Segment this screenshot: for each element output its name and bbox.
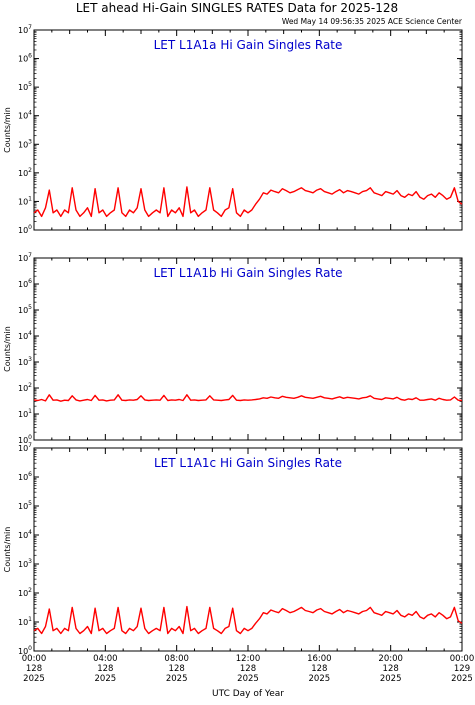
chart-panels: 100 101 102 103 104 105 106 107 LET L1A1a Hi Gai… — [3, 24, 474, 684]
y-tick-label-1-6: 106 — [18, 278, 32, 289]
y-tick-label-1-5: 105 — [18, 304, 32, 315]
x-tick-label-0-0: 00:00 — [22, 654, 47, 664]
y-tick-label-2-4: 104 — [18, 529, 32, 540]
x-tick-label-5-1: 128 — [383, 664, 399, 674]
x-tick-label-6-1: 129 — [454, 664, 470, 674]
y-tick-label-0-5: 105 — [18, 81, 32, 92]
x-tick-label-3-2: 2025 — [237, 674, 259, 684]
y-tick-label-1-4: 104 — [18, 330, 32, 341]
y-tick-label-1-1: 101 — [18, 408, 32, 419]
x-tick-label-4-2: 2025 — [309, 674, 331, 684]
x-tick-label-6-0: 00:00 — [450, 654, 475, 664]
x-tick-label-1-0: 04:00 — [93, 654, 118, 664]
panel-title-2: LET L1A1c Hi Gain Singles Rate — [154, 456, 342, 470]
x-tick-label-0-1: 128 — [26, 664, 42, 674]
x-tick-label-5-0: 20:00 — [378, 654, 403, 664]
x-tick-label-1-2: 2025 — [95, 674, 117, 684]
x-tick-label-1-1: 128 — [97, 664, 113, 674]
x-tick-label-5-2: 2025 — [380, 674, 402, 684]
x-tick-label-3-1: 128 — [240, 664, 256, 674]
y-tick-label-0-3: 103 — [18, 138, 32, 149]
y-tick-label-2-2: 102 — [18, 587, 32, 598]
y-tick-label-0-4: 104 — [18, 110, 32, 121]
x-tick-label-0-2: 2025 — [23, 674, 45, 684]
series-line-2 — [33, 605, 463, 635]
y-tick-label-2-3: 103 — [18, 558, 32, 569]
panel-title-1: LET L1A1b Hi Gain Singles Rate — [153, 266, 342, 280]
plot-frame-2 — [33, 447, 463, 652]
y-tick-label-2-6: 106 — [18, 471, 32, 482]
plot-frame-0 — [33, 29, 463, 231]
y-tick-label-2-5: 105 — [18, 500, 32, 511]
x-tick-label-3-0: 12:00 — [236, 654, 261, 664]
figure-title: LET ahead Hi-Gain SINGLES RATES Data for… — [76, 1, 398, 15]
y-axis-label-2: Counts/min — [3, 527, 12, 573]
panel-title-0: LET L1A1a Hi Gain Singles Rate — [154, 38, 343, 52]
y-tick-label-0-2: 102 — [18, 167, 32, 178]
series-line-0 — [33, 186, 463, 218]
y-axis-label-0: Counts/min — [3, 107, 12, 153]
x-tick-label-2-1: 128 — [169, 664, 185, 674]
y-tick-label-0-0: 100 — [18, 224, 32, 235]
y-tick-label-0-1: 101 — [18, 195, 32, 206]
y-tick-label-2-1: 101 — [18, 616, 32, 627]
x-tick-label-4-1: 128 — [311, 664, 327, 674]
series-line-1 — [33, 394, 463, 402]
y-tick-label-2-0: 100 — [18, 645, 32, 656]
y-tick-label-1-2: 102 — [18, 382, 32, 393]
x-tick-label-4-0: 16:00 — [307, 654, 332, 664]
y-tick-label-2-7: 107 — [18, 442, 32, 453]
timestamp-label: Wed May 14 09:56:35 2025 ACE Science Cen… — [282, 17, 463, 26]
plot-frame-1 — [33, 257, 463, 441]
x-tick-label-6-2: 2025 — [451, 674, 473, 684]
y-tick-label-0-6: 106 — [18, 53, 32, 64]
x-axis-label: UTC Day of Year — [212, 689, 284, 699]
y-tick-label-1-7: 107 — [18, 252, 32, 263]
x-tick-label-2-2: 2025 — [166, 674, 188, 684]
x-tick-label-2-0: 08:00 — [164, 654, 189, 664]
y-tick-label-1-3: 103 — [18, 356, 32, 367]
y-axis-label-1: Counts/min — [3, 326, 12, 372]
y-tick-label-1-0: 100 — [18, 434, 32, 445]
y-tick-label-0-7: 107 — [18, 24, 32, 35]
